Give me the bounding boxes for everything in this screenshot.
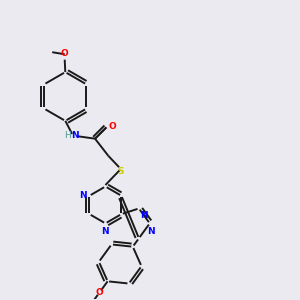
Text: N: N (102, 227, 109, 236)
Text: O: O (108, 122, 116, 131)
Text: S: S (118, 167, 124, 176)
Text: N: N (71, 131, 79, 140)
Text: O: O (95, 288, 103, 297)
Text: N: N (80, 191, 87, 200)
Text: O: O (60, 49, 68, 58)
Text: H: H (64, 131, 70, 140)
Text: N: N (140, 212, 148, 220)
Text: N: N (147, 227, 155, 236)
